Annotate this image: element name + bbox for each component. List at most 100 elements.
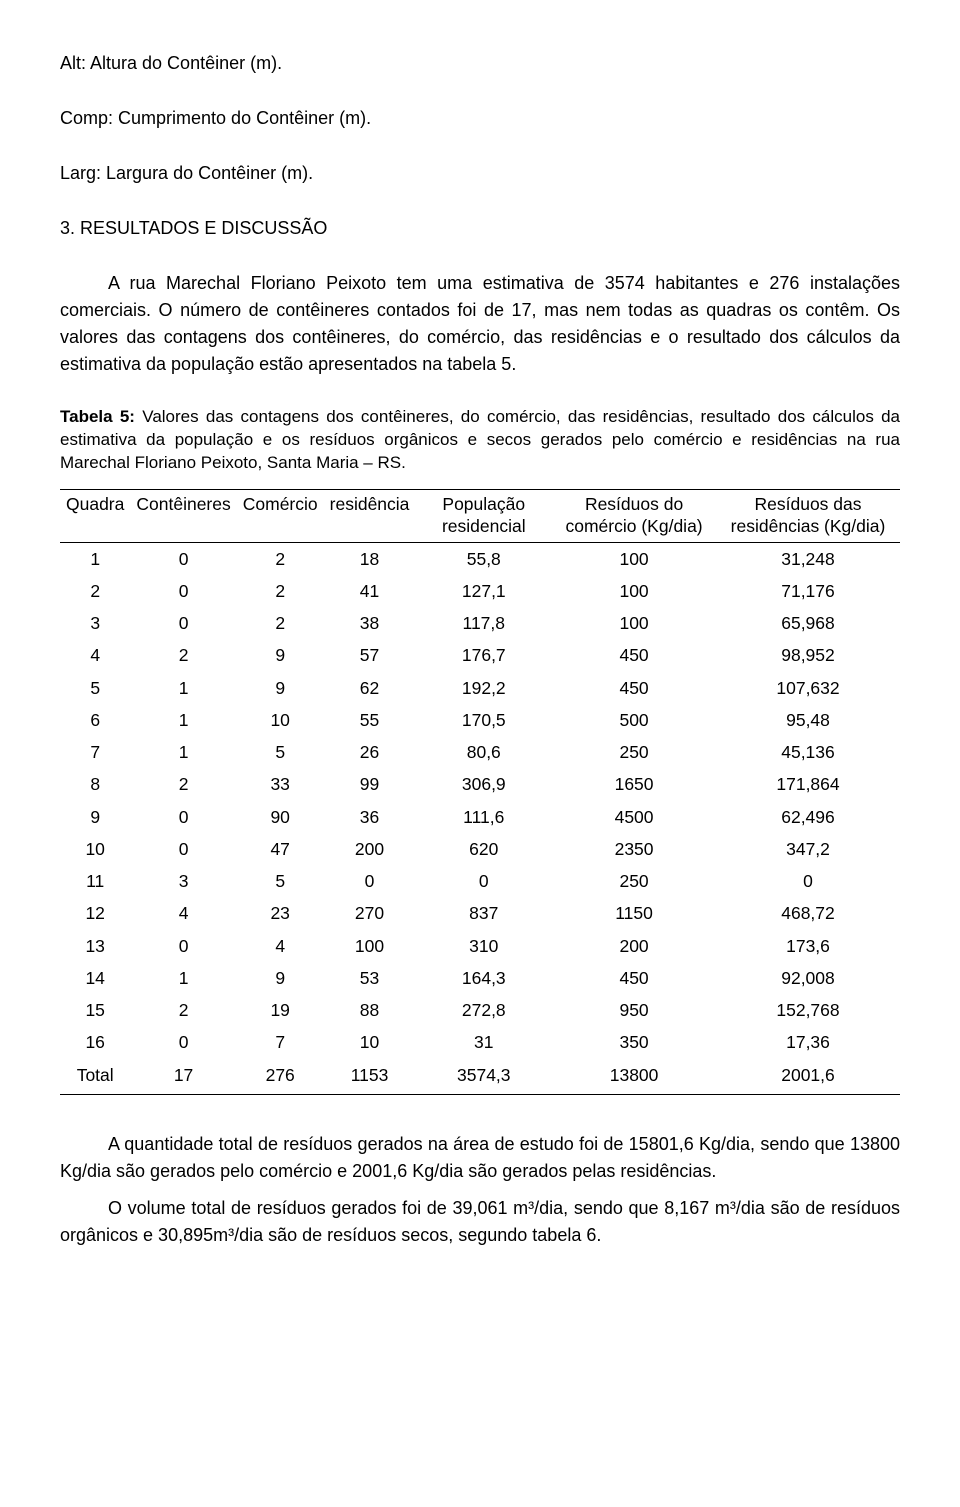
table-cell: 0 [415, 865, 552, 897]
table-cell: 0 [130, 930, 236, 962]
table-cell: 4 [237, 930, 324, 962]
table-cell: 450 [552, 639, 716, 671]
table-cell: 100 [552, 607, 716, 639]
table-total-cell: 276 [237, 1059, 324, 1095]
table-row: 141953164,345092,008 [60, 962, 900, 994]
col-residencia: residência [324, 489, 416, 542]
definition-comp: Comp: Cumprimento do Contêiner (m). [60, 105, 900, 132]
table-cell: 19 [237, 994, 324, 1026]
table-cell: 3 [130, 865, 236, 897]
table-cell: 1 [130, 736, 236, 768]
table-cell: 10 [324, 1026, 416, 1058]
table-cell: 2 [237, 542, 324, 575]
table-cell: 9 [60, 801, 130, 833]
table-cell: 90 [237, 801, 324, 833]
table-cell: 2 [130, 768, 236, 800]
table-cell: 0 [130, 833, 236, 865]
table-cell: 1 [60, 542, 130, 575]
col-populacao: População residencial [415, 489, 552, 542]
table-row: 20241127,110071,176 [60, 575, 900, 607]
table-cell: 1 [130, 704, 236, 736]
table-cell: 173,6 [716, 930, 900, 962]
table-cell: 95,48 [716, 704, 900, 736]
table-cell: 100 [324, 930, 416, 962]
table-cell: 272,8 [415, 994, 552, 1026]
col-residuos-residencias: Resíduos das residências (Kg/dia) [716, 489, 900, 542]
table-cell: 100 [552, 542, 716, 575]
table-cell: 0 [716, 865, 900, 897]
table-cell: 500 [552, 704, 716, 736]
table-row: 909036111,6450062,496 [60, 801, 900, 833]
table-total-cell: 1153 [324, 1059, 416, 1095]
col-quadra: Quadra [60, 489, 130, 542]
table-row: 1304100310200173,6 [60, 930, 900, 962]
table-cell: 9 [237, 962, 324, 994]
table-cell: 80,6 [415, 736, 552, 768]
table-cell: 31 [415, 1026, 552, 1058]
table-cell: 250 [552, 736, 716, 768]
table-cell: 250 [552, 865, 716, 897]
table-cell: 152,768 [716, 994, 900, 1026]
section-para-1: A rua Marechal Floriano Peixoto tem uma … [60, 270, 900, 378]
table-caption-label: Tabela 5: [60, 407, 135, 426]
table-total-label: Total [60, 1059, 130, 1095]
section-heading: 3. RESULTADOS E DISCUSSÃO [60, 215, 900, 242]
table-row: 1021855,810031,248 [60, 542, 900, 575]
table-cell: 14 [60, 962, 130, 994]
table-cell: 1150 [552, 897, 716, 929]
table-row: 1521988272,8950152,768 [60, 994, 900, 1026]
table-cell: 450 [552, 962, 716, 994]
table-row: 7152680,625045,136 [60, 736, 900, 768]
table-header: Quadra Contêineres Comércio residência P… [60, 489, 900, 542]
table-total-cell: 2001,6 [716, 1059, 900, 1095]
table-cell: 45,136 [716, 736, 900, 768]
table-body: 1021855,810031,24820241127,110071,176302… [60, 542, 900, 1094]
table-cell: 4 [130, 897, 236, 929]
table-cell: 88 [324, 994, 416, 1026]
table-cell: 12 [60, 897, 130, 929]
table-cell: 9 [237, 639, 324, 671]
table-cell: 117,8 [415, 607, 552, 639]
col-residuos-comercio: Resíduos do comércio (Kg/dia) [552, 489, 716, 542]
table-cell: 36 [324, 801, 416, 833]
table-cell: 2 [60, 575, 130, 607]
table-cell: 11 [60, 865, 130, 897]
table-cell: 164,3 [415, 962, 552, 994]
table-cell: 53 [324, 962, 416, 994]
table-cell: 0 [130, 1026, 236, 1058]
table-cell: 1 [130, 962, 236, 994]
table-caption-text: Valores das contagens dos contêineres, d… [60, 407, 900, 472]
table-cell: 950 [552, 994, 716, 1026]
definition-alt: Alt: Altura do Contêiner (m). [60, 50, 900, 77]
table-cell: 5 [237, 736, 324, 768]
table-cell: 15 [60, 994, 130, 1026]
table-cell: 23 [237, 897, 324, 929]
table-row: 1135002500 [60, 865, 900, 897]
col-conteineres: Contêineres [130, 489, 236, 542]
table-cell: 620 [415, 833, 552, 865]
col-comercio: Comércio [237, 489, 324, 542]
table-cell: 170,5 [415, 704, 552, 736]
table-cell: 200 [324, 833, 416, 865]
table-cell: 1 [130, 672, 236, 704]
table-cell: 5 [60, 672, 130, 704]
table-cell: 270 [324, 897, 416, 929]
table-cell: 8 [60, 768, 130, 800]
table-cell: 10 [60, 833, 130, 865]
table-cell: 33 [237, 768, 324, 800]
table-cell: 2 [130, 639, 236, 671]
table-cell: 62 [324, 672, 416, 704]
table-cell: 107,632 [716, 672, 900, 704]
definition-larg: Larg: Largura do Contêiner (m). [60, 160, 900, 187]
table-cell: 4 [60, 639, 130, 671]
table-cell: 55,8 [415, 542, 552, 575]
table-row: 30238117,810065,968 [60, 607, 900, 639]
table-total-row: Total1727611533574,3138002001,6 [60, 1059, 900, 1095]
table-cell: 13 [60, 930, 130, 962]
table-cell: 31,248 [716, 542, 900, 575]
table-cell: 468,72 [716, 897, 900, 929]
table-cell: 347,2 [716, 833, 900, 865]
table-cell: 0 [130, 607, 236, 639]
table-cell: 171,864 [716, 768, 900, 800]
table-cell: 6 [60, 704, 130, 736]
